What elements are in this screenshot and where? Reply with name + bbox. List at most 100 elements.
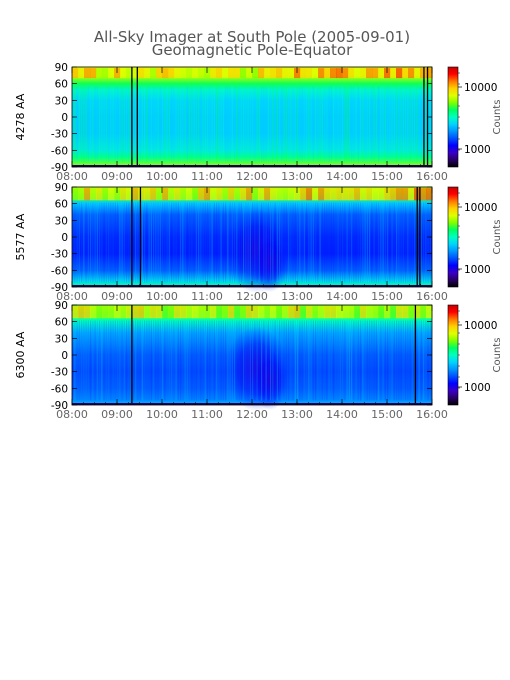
heatmap-streak <box>207 202 209 283</box>
heatmap-streak <box>78 320 80 401</box>
heatmap-streak <box>371 202 373 283</box>
heatmap-streak <box>180 320 182 401</box>
heatmap-aurora-band <box>126 306 133 319</box>
heatmap-aurora-band <box>378 68 385 79</box>
heatmap-aurora-band <box>396 68 403 79</box>
y-tick-label: 30 <box>55 95 68 107</box>
heatmap-streak <box>335 86 337 163</box>
panel-3: 90 60 30 0 -30 -60 -90 6300 AA 08:00 09:00 10:00 11… <box>14 300 503 421</box>
heatmap-aurora-band <box>192 68 199 79</box>
heatmap-streak <box>276 202 278 283</box>
heatmap-aurora-band <box>180 306 187 319</box>
heatmap-streak <box>135 202 137 283</box>
heatmap-streak <box>258 202 260 283</box>
heatmap-streak <box>220 202 222 283</box>
heatmap-aurora-band <box>312 188 319 201</box>
heatmap-streak <box>148 320 150 401</box>
heatmap-streak <box>418 86 420 163</box>
heatmap-streak <box>238 86 240 163</box>
heatmap-streak <box>393 86 395 163</box>
heatmap-streak <box>420 320 422 401</box>
heatmap-aurora-band <box>108 306 115 319</box>
heatmap-streak <box>398 86 400 163</box>
heatmap-streak <box>141 202 143 283</box>
heatmap-streak <box>141 320 143 401</box>
heatmap-streak <box>182 202 184 283</box>
heatmap-streak <box>227 320 229 401</box>
heatmap-streak <box>297 86 299 163</box>
heatmap-streak <box>389 320 391 401</box>
heatmap-streak <box>166 320 168 401</box>
heatmap-streak <box>83 320 85 401</box>
heatmap-streak <box>261 202 263 283</box>
heatmap-streak <box>366 202 368 283</box>
heatmap-streak <box>110 202 112 283</box>
heatmap-streak <box>288 320 290 401</box>
heatmap-streak <box>76 202 78 283</box>
heatmap-streak <box>94 86 96 163</box>
heatmap-aurora-band <box>270 306 277 319</box>
colorbar-label: Counts <box>492 338 503 373</box>
heatmap-aurora-band <box>174 306 181 319</box>
heatmap-aurora-band <box>240 188 247 201</box>
heatmap-streak <box>387 202 389 283</box>
heatmap-streak <box>184 202 186 283</box>
heatmap-streak <box>270 86 272 163</box>
heatmap-streak <box>346 86 348 163</box>
colorbar-tick-label: 10000 <box>464 320 497 332</box>
heatmap-streak <box>382 202 384 283</box>
heatmap-streak <box>378 320 380 401</box>
heatmap-streak <box>400 320 402 401</box>
heatmap-streak <box>81 202 83 283</box>
heatmap-aurora-band <box>114 188 121 201</box>
heatmap-aurora-band <box>378 306 385 319</box>
heatmap-streak <box>348 86 350 163</box>
y-tick-label: 30 <box>55 333 68 345</box>
heatmap-aurora-band <box>198 306 205 319</box>
heatmap-streak <box>243 320 245 401</box>
heatmap-streak <box>402 202 404 283</box>
y-tick-label: 60 <box>55 199 68 211</box>
heatmap-aurora-band <box>264 306 271 319</box>
heatmap-streak <box>128 320 130 401</box>
heatmap-aurora-band <box>234 68 241 79</box>
heatmap-aurora-band <box>312 68 319 79</box>
heatmap-streak <box>285 86 287 163</box>
heatmap-streak <box>249 202 251 283</box>
heatmap-aurora-band <box>108 68 115 79</box>
heatmap-aurora-band <box>204 188 211 201</box>
heatmap-streak <box>207 320 209 401</box>
heatmap-streak <box>236 202 238 283</box>
heatmap-streak <box>425 202 427 283</box>
heatmap-aurora-band <box>132 68 139 79</box>
x-tick-label: 15:00 <box>371 408 403 421</box>
data-gap-line <box>423 67 425 167</box>
heatmap-streak <box>299 202 301 283</box>
heatmap-aurora-band <box>150 68 157 79</box>
heatmap-aurora-band <box>180 68 187 79</box>
heatmap-streak <box>346 320 348 401</box>
heatmap-streak <box>103 202 105 283</box>
heatmap-streak <box>326 320 328 401</box>
heatmap-streak <box>171 320 173 401</box>
heatmap-streak <box>357 86 359 163</box>
heatmap-streak <box>330 86 332 163</box>
heatmap-streak <box>103 320 105 401</box>
heatmap-streak <box>306 86 308 163</box>
colorbar <box>447 304 459 406</box>
heatmap-streak <box>254 86 256 163</box>
heatmap-streak <box>249 320 251 401</box>
heatmap-streak <box>292 86 294 163</box>
heatmap-streak <box>407 320 409 401</box>
heatmap-streak <box>362 86 364 163</box>
heatmap-streak <box>103 86 105 163</box>
heatmap-streak <box>108 86 110 163</box>
heatmap-streak <box>189 202 191 283</box>
heatmap-aurora-band <box>384 306 391 319</box>
heatmap-aurora-band <box>384 68 391 79</box>
heatmap-streak <box>198 320 200 401</box>
heatmap-aurora-band <box>414 306 421 319</box>
heatmap-streak <box>301 320 303 401</box>
heatmap-streak <box>375 202 377 283</box>
heatmap-aurora-band <box>318 68 325 79</box>
